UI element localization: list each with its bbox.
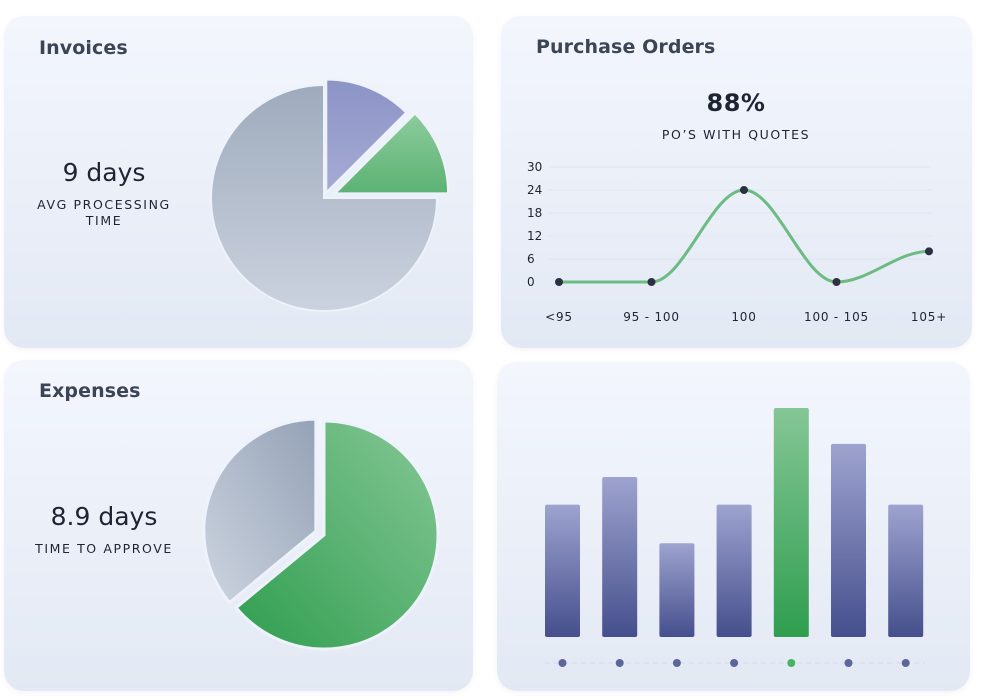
bar [773, 408, 809, 637]
bar-chart-card [497, 362, 970, 691]
expenses-pie-slice-gray [202, 417, 318, 605]
x-axis-marker [901, 659, 910, 667]
y-tick-label: 24 [527, 183, 542, 197]
purchase-orders-line-chart: 0 6 12 18 24 30 <95 95 - 100 100 100 - 105 105+ [527, 160, 947, 324]
purchase-orders-metric-label: PO’S WITH QUOTES [661, 127, 811, 142]
x-axis-marker [844, 659, 853, 667]
x-tick-label: 100 - 105 [804, 310, 869, 324]
purchase-orders-card: Purchase Orders 88% PO’S WITH QUOTES 0 6 1… [501, 16, 972, 348]
x-axis-marker [672, 659, 681, 667]
x-tick-label: 105+ [911, 310, 947, 324]
expenses-title: Expenses [39, 380, 141, 402]
x-tick-label: 100 [731, 310, 756, 324]
invoices-pie-slice-purple [325, 78, 408, 195]
invoices-metric-label: AVG PROCESSING TIME [37, 197, 171, 228]
bar-chart [545, 408, 925, 667]
invoices-pie-slice-gray [210, 83, 439, 312]
data-point [647, 278, 656, 286]
data-point [740, 186, 748, 194]
invoices-card: Invoices 9 days AVG PROCESSING TIME [4, 16, 473, 348]
purchase-orders-metric-value: 88% [706, 89, 766, 117]
expenses-pie-slice-green [234, 419, 440, 651]
data-point [832, 278, 841, 286]
expenses-metric-value: 8.9 days [50, 502, 158, 531]
bar [831, 443, 866, 637]
purchase-orders-title: Purchase Orders [536, 36, 716, 58]
data-point [925, 247, 933, 256]
x-tick-label: 95 - 100 [623, 310, 680, 324]
expenses-pie-chart [202, 417, 440, 651]
expenses-card: Expenses 8.9 days TIME TO APPROVE [4, 360, 473, 691]
expenses-metric-label: TIME TO APPROVE [35, 541, 173, 556]
x-axis-marker [730, 659, 739, 667]
y-tick-label: 30 [527, 160, 542, 174]
x-tick-label: <95 [545, 310, 573, 324]
y-tick-label: 18 [527, 206, 542, 220]
x-axis-marker [787, 659, 796, 667]
bar [659, 543, 695, 637]
y-tick-label: 6 [527, 252, 535, 266]
purchase-orders-metric: 88% PO’S WITH QUOTES [636, 89, 836, 143]
y-tick-label: 0 [527, 275, 535, 289]
bar [716, 504, 752, 637]
invoices-pie-slice-green [332, 112, 450, 195]
bar [602, 476, 638, 637]
bar [545, 504, 580, 637]
x-axis-marker [558, 659, 567, 667]
expenses-metric: 8.9 days TIME TO APPROVE [4, 502, 204, 557]
y-tick-label: 12 [527, 229, 542, 243]
x-axis-marker [615, 659, 624, 667]
invoices-pie-chart [210, 78, 450, 312]
invoices-metric-value: 9 days [62, 158, 146, 187]
data-point [555, 278, 563, 286]
invoices-title: Invoices [39, 37, 128, 59]
bar [888, 504, 924, 637]
invoices-metric: 9 days AVG PROCESSING TIME [4, 158, 204, 229]
